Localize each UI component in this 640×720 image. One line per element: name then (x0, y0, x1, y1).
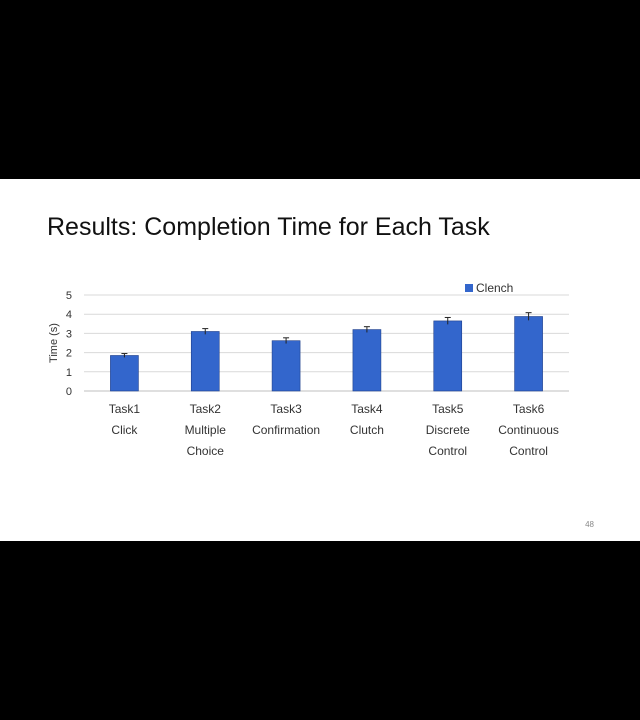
x-tick-label: Task1 (109, 402, 141, 416)
legend-swatch (465, 284, 473, 292)
slide: Results: Completion Time for Each Task 0… (0, 179, 640, 541)
x-tick-label: Control (509, 444, 548, 458)
bar (110, 355, 139, 392)
y-tick-label: 0 (66, 386, 72, 398)
x-tick-label: Task4 (351, 402, 383, 416)
bar (190, 331, 220, 392)
x-tick-label: Clutch (350, 423, 384, 437)
y-tick-label: 4 (66, 309, 72, 321)
x-tick-label: Task6 (513, 402, 545, 416)
y-axis-label: Time (s) (48, 323, 60, 363)
x-tick-label: Task5 (432, 402, 464, 416)
x-tick-label: Choice (187, 444, 225, 458)
bar (433, 320, 463, 392)
x-tick-label: Multiple (185, 423, 227, 437)
bar-chart: 0 1 2 3 4 5 Time (s) Task1 Click Task2 Multiple Cho… (48, 281, 569, 458)
bar (514, 316, 543, 392)
y-tick-label: 2 (66, 348, 72, 360)
x-tick-label: Click (111, 423, 138, 437)
y-tick-label: 3 (66, 328, 72, 340)
x-tick-label: Discrete (426, 423, 470, 437)
y-tick-label: 1 (66, 367, 72, 379)
x-tick-label: Task2 (190, 402, 222, 416)
page-number: 48 (585, 520, 594, 529)
legend-label: Clench (476, 281, 513, 295)
x-tick-label: Control (428, 444, 467, 458)
y-tick-label: 5 (66, 290, 72, 302)
slide-title: Results: Completion Time for Each Task (47, 213, 490, 241)
bar (271, 340, 301, 392)
x-tick-label: Confirmation (252, 423, 320, 437)
bar (352, 329, 382, 392)
x-tick-label: Continuous (498, 423, 559, 437)
x-tick-label: Task3 (270, 402, 302, 416)
